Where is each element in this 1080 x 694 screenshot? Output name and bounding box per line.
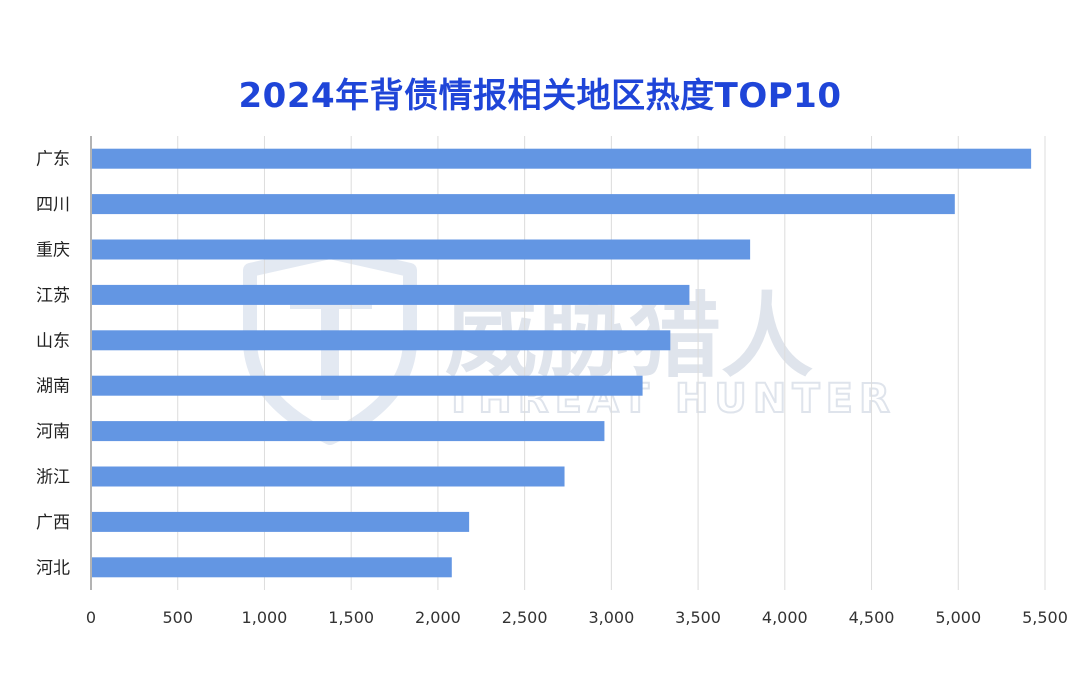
category-label: 山东 <box>36 331 70 351</box>
x-tick-label: 3,000 <box>588 608 634 627</box>
x-tick-label: 1,500 <box>328 608 374 627</box>
bar <box>92 421 605 442</box>
bars <box>92 148 1032 578</box>
category-label: 河南 <box>36 422 70 442</box>
x-tick-label: 2,000 <box>415 608 461 627</box>
x-tick-label: 3,500 <box>675 608 721 627</box>
bar <box>92 194 955 215</box>
bar <box>92 466 565 487</box>
x-tick-label: 4,500 <box>849 608 895 627</box>
category-label: 江苏 <box>36 286 70 306</box>
bar <box>92 239 751 260</box>
bar <box>92 375 643 396</box>
category-label: 广东 <box>36 150 70 170</box>
category-label: 河北 <box>36 558 70 578</box>
bar <box>92 557 452 578</box>
x-axis-ticks: 0 500 1,000 1,500 2,000 2,500 3,000 3,500 4,000 4… <box>86 608 1068 627</box>
bar <box>92 148 1032 169</box>
bar <box>92 330 671 351</box>
chart-title: 2024年背债情报相关地区热度TOP10 <box>238 76 842 116</box>
x-tick-label: 2,500 <box>502 608 548 627</box>
category-label: 四川 <box>36 195 70 215</box>
bar <box>92 511 470 532</box>
category-label: 湖南 <box>36 377 70 397</box>
x-tick-label: 5,000 <box>935 608 981 627</box>
category-label: 广西 <box>36 513 70 533</box>
category-label: 重庆 <box>36 241 70 261</box>
x-tick-label: 4,000 <box>762 608 808 627</box>
category-label: 浙江 <box>36 468 70 488</box>
x-tick-label: 1,000 <box>242 608 288 627</box>
bar <box>92 284 690 305</box>
x-tick-label: 0 <box>86 608 96 627</box>
x-tick-label: 500 <box>162 608 193 627</box>
x-tick-label: 5,500 <box>1022 608 1068 627</box>
